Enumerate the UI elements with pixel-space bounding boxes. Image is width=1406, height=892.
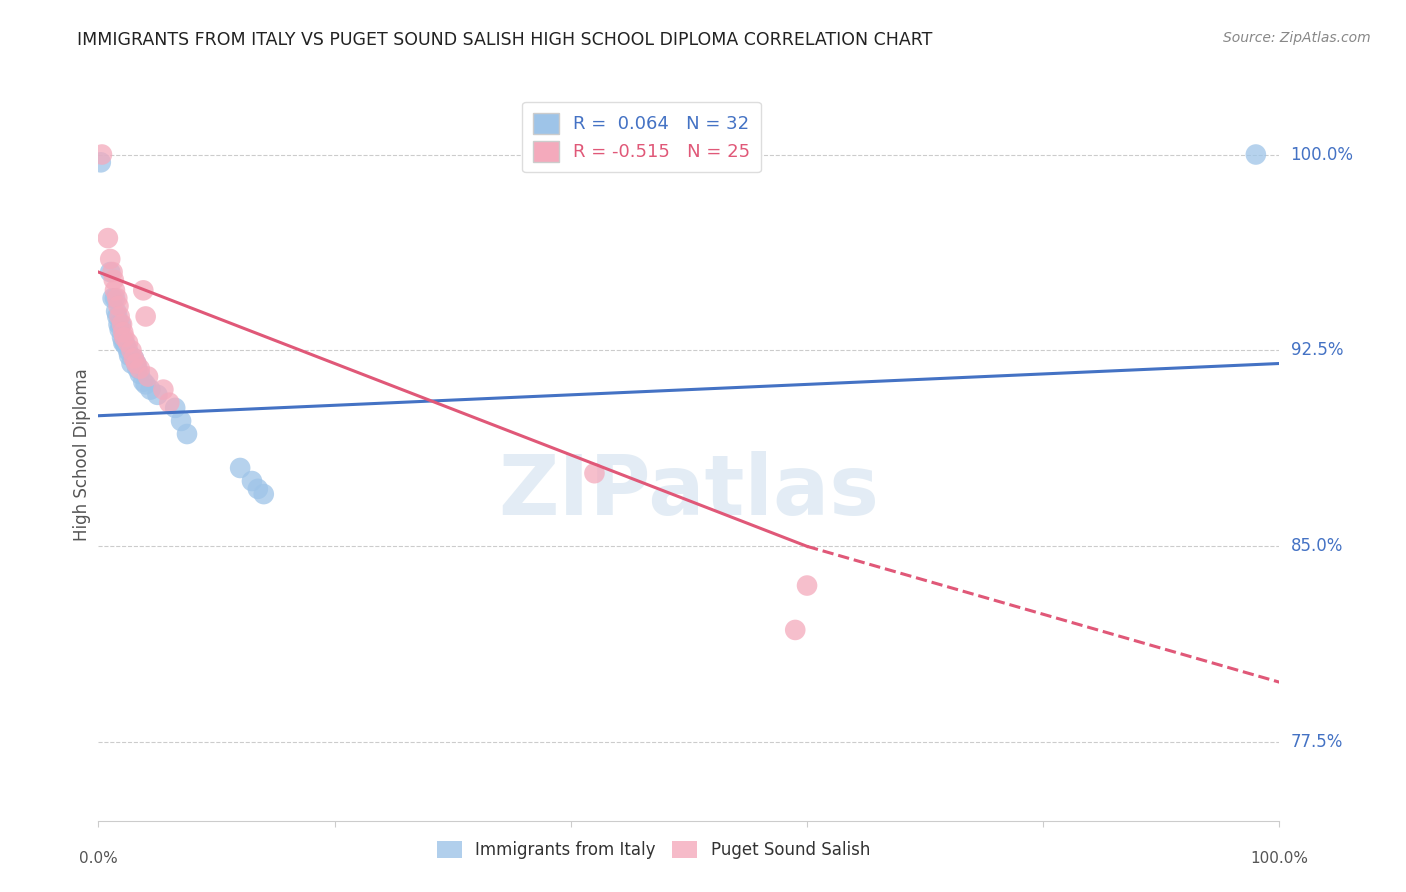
Point <box>146 388 169 402</box>
Point <box>785 623 807 637</box>
Point <box>101 291 124 305</box>
Point <box>114 338 136 352</box>
Text: 100.0%: 100.0% <box>1291 145 1354 163</box>
Point <box>108 322 131 336</box>
Point <box>127 361 149 376</box>
Point <box>111 330 134 344</box>
Point <box>135 377 157 392</box>
Point <box>108 310 131 324</box>
Point <box>1244 147 1267 161</box>
Point <box>583 467 606 481</box>
Point <box>229 461 252 475</box>
Point <box>122 351 145 366</box>
Point <box>796 578 818 592</box>
Point <box>90 155 112 169</box>
Text: 77.5%: 77.5% <box>1291 733 1343 751</box>
Text: Source: ZipAtlas.com: Source: ZipAtlas.com <box>1223 31 1371 45</box>
Point <box>121 343 143 358</box>
Point <box>170 414 193 428</box>
Point <box>104 291 127 305</box>
Point <box>253 487 276 501</box>
Point <box>105 291 128 305</box>
Text: ZIPatlas: ZIPatlas <box>499 451 879 532</box>
Point <box>112 325 135 339</box>
Point <box>152 383 174 397</box>
Point <box>117 335 139 350</box>
Point <box>97 231 120 245</box>
Point <box>111 318 134 332</box>
Y-axis label: High School Diploma: High School Diploma <box>73 368 91 541</box>
Point <box>121 356 143 370</box>
Point <box>105 304 128 318</box>
Point <box>104 284 127 298</box>
Point <box>125 356 148 370</box>
Point <box>91 147 114 161</box>
Point <box>107 299 129 313</box>
Point <box>112 335 135 350</box>
Point <box>112 330 135 344</box>
Point <box>132 375 155 389</box>
Point <box>112 335 135 350</box>
Point <box>157 395 180 409</box>
Point <box>125 356 148 370</box>
Point <box>246 482 269 496</box>
Point <box>122 351 145 366</box>
Point <box>101 265 124 279</box>
Point <box>110 318 132 332</box>
Point <box>117 343 139 358</box>
Text: 85.0%: 85.0% <box>1291 537 1343 556</box>
Point <box>118 349 141 363</box>
Point <box>128 361 150 376</box>
Point <box>103 273 125 287</box>
Point <box>139 383 162 397</box>
Point <box>98 252 121 266</box>
Point <box>107 318 129 332</box>
Point <box>165 401 187 415</box>
Text: 0.0%: 0.0% <box>79 851 118 866</box>
Point <box>240 474 263 488</box>
Point <box>132 284 155 298</box>
Text: 100.0%: 100.0% <box>1250 851 1309 866</box>
Point <box>128 367 150 381</box>
Point <box>136 369 159 384</box>
Point <box>135 310 157 324</box>
Legend: Immigrants from Italy, Puget Sound Salish: Immigrants from Italy, Puget Sound Salis… <box>429 832 879 867</box>
Point <box>98 265 121 279</box>
Text: 92.5%: 92.5% <box>1291 342 1343 359</box>
Point <box>176 427 198 442</box>
Text: IMMIGRANTS FROM ITALY VS PUGET SOUND SALISH HIGH SCHOOL DIPLOMA CORRELATION CHAR: IMMIGRANTS FROM ITALY VS PUGET SOUND SAL… <box>77 31 932 49</box>
Point <box>105 310 128 324</box>
